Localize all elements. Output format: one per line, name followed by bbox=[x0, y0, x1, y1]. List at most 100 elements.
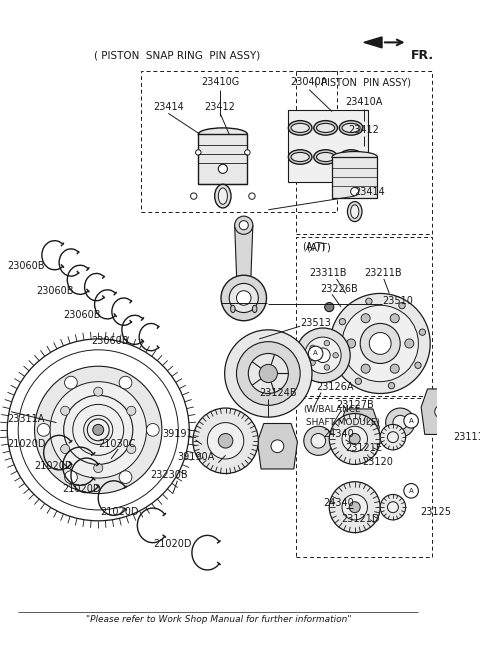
Polygon shape bbox=[421, 389, 461, 434]
Text: FR.: FR. bbox=[411, 49, 434, 62]
Circle shape bbox=[218, 434, 233, 448]
Text: 23127B: 23127B bbox=[336, 400, 374, 410]
Text: 23125: 23125 bbox=[420, 506, 451, 517]
Text: 23121D: 23121D bbox=[341, 514, 380, 524]
Circle shape bbox=[347, 339, 356, 348]
Text: 23126A: 23126A bbox=[316, 382, 354, 392]
Circle shape bbox=[94, 464, 103, 472]
Ellipse shape bbox=[291, 123, 309, 133]
Circle shape bbox=[360, 323, 400, 363]
Ellipse shape bbox=[218, 188, 228, 204]
Circle shape bbox=[366, 298, 372, 304]
Text: 23412: 23412 bbox=[348, 125, 379, 134]
Circle shape bbox=[335, 352, 341, 358]
Text: (A/T): (A/T) bbox=[302, 241, 325, 251]
Ellipse shape bbox=[222, 422, 251, 452]
Ellipse shape bbox=[311, 434, 325, 448]
Circle shape bbox=[380, 495, 406, 520]
Circle shape bbox=[193, 408, 258, 474]
Bar bbox=[296, 71, 432, 234]
Ellipse shape bbox=[342, 152, 360, 161]
Circle shape bbox=[237, 291, 251, 305]
Circle shape bbox=[369, 333, 391, 354]
Circle shape bbox=[308, 346, 323, 361]
Circle shape bbox=[127, 444, 136, 453]
Text: 23311B: 23311B bbox=[309, 268, 347, 278]
Text: 23410G: 23410G bbox=[201, 77, 239, 87]
Ellipse shape bbox=[468, 386, 480, 415]
Circle shape bbox=[324, 340, 330, 346]
Ellipse shape bbox=[198, 128, 247, 140]
Ellipse shape bbox=[191, 193, 197, 199]
Ellipse shape bbox=[252, 305, 257, 312]
Text: 23414: 23414 bbox=[153, 102, 184, 112]
Circle shape bbox=[229, 283, 258, 312]
Polygon shape bbox=[235, 225, 253, 298]
Circle shape bbox=[330, 293, 430, 394]
Text: 23060B: 23060B bbox=[64, 310, 101, 320]
Circle shape bbox=[127, 406, 136, 415]
Bar bbox=[296, 237, 432, 396]
Polygon shape bbox=[364, 37, 382, 48]
Circle shape bbox=[65, 377, 77, 389]
Circle shape bbox=[248, 354, 288, 394]
Circle shape bbox=[355, 378, 361, 384]
Text: 23513: 23513 bbox=[300, 318, 331, 327]
Circle shape bbox=[390, 364, 399, 373]
Ellipse shape bbox=[251, 337, 258, 356]
Text: 23111: 23111 bbox=[453, 432, 480, 442]
Text: 21020D: 21020D bbox=[62, 484, 100, 494]
Text: 21020D: 21020D bbox=[7, 438, 46, 449]
Ellipse shape bbox=[316, 152, 335, 161]
Circle shape bbox=[316, 348, 330, 363]
Polygon shape bbox=[339, 409, 379, 455]
Bar bbox=[141, 71, 336, 212]
Ellipse shape bbox=[339, 150, 363, 164]
Circle shape bbox=[207, 422, 244, 459]
Circle shape bbox=[342, 305, 419, 382]
Text: 39190A: 39190A bbox=[178, 452, 215, 462]
Text: 23410A: 23410A bbox=[345, 98, 383, 108]
Text: 39191: 39191 bbox=[162, 430, 192, 440]
Circle shape bbox=[324, 365, 330, 370]
Circle shape bbox=[296, 328, 350, 382]
Circle shape bbox=[390, 314, 399, 323]
Text: 23060B: 23060B bbox=[7, 261, 45, 271]
Circle shape bbox=[329, 413, 380, 464]
Circle shape bbox=[333, 352, 338, 358]
Ellipse shape bbox=[230, 305, 235, 312]
Circle shape bbox=[361, 364, 370, 373]
Text: 21030C: 21030C bbox=[98, 438, 136, 449]
Ellipse shape bbox=[350, 205, 359, 218]
Text: A: A bbox=[313, 350, 318, 356]
Text: 23414: 23414 bbox=[355, 186, 385, 197]
Ellipse shape bbox=[304, 426, 333, 455]
Text: 23121E: 23121E bbox=[346, 443, 383, 453]
Circle shape bbox=[146, 424, 159, 436]
Text: 23124B: 23124B bbox=[259, 388, 297, 398]
Circle shape bbox=[387, 502, 398, 512]
Circle shape bbox=[310, 360, 315, 365]
Text: 23120: 23120 bbox=[362, 457, 393, 466]
Circle shape bbox=[349, 502, 360, 512]
Text: 24340: 24340 bbox=[323, 430, 354, 440]
Circle shape bbox=[221, 276, 266, 321]
Circle shape bbox=[60, 444, 70, 453]
Polygon shape bbox=[257, 424, 298, 469]
Ellipse shape bbox=[332, 152, 377, 163]
Ellipse shape bbox=[435, 405, 447, 418]
Text: 23211B: 23211B bbox=[364, 268, 401, 278]
Text: 23510: 23510 bbox=[382, 296, 413, 306]
Circle shape bbox=[60, 406, 70, 415]
Circle shape bbox=[339, 318, 346, 325]
Text: 23230B: 23230B bbox=[150, 470, 188, 480]
Ellipse shape bbox=[316, 123, 335, 133]
Ellipse shape bbox=[385, 408, 415, 437]
Text: 21020D: 21020D bbox=[100, 506, 139, 517]
Bar bbox=[332, 157, 377, 198]
Circle shape bbox=[361, 314, 370, 323]
Text: A: A bbox=[409, 488, 413, 494]
Circle shape bbox=[419, 329, 426, 335]
Bar bbox=[198, 134, 247, 184]
Ellipse shape bbox=[271, 440, 284, 453]
